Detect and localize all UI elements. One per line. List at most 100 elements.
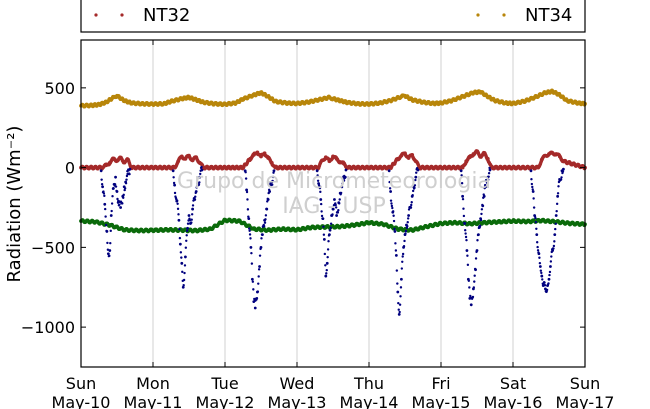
series-net — [99, 165, 565, 316]
series-dot — [400, 267, 404, 270]
series-dot — [104, 223, 108, 227]
series-dot — [185, 239, 188, 243]
data-point — [469, 303, 473, 307]
data-point — [397, 312, 401, 316]
series-dot — [271, 183, 274, 186]
series-dot — [464, 232, 467, 235]
legend-marker-nt32-b — [120, 13, 124, 17]
series-dot — [173, 191, 177, 195]
series-dot — [186, 222, 190, 225]
series-dot — [123, 188, 126, 192]
series-dot — [391, 210, 395, 213]
data-point — [184, 255, 187, 259]
data-point — [247, 217, 251, 221]
series-dot — [401, 252, 405, 256]
series-dot — [180, 256, 183, 259]
series-dot — [532, 197, 535, 200]
y-tick-label: 0 — [65, 159, 75, 178]
series-dot — [397, 301, 400, 305]
series-dot — [258, 254, 262, 257]
series-dot — [197, 183, 201, 186]
series-dot — [536, 245, 539, 249]
x-tick-label-date: May-12 — [196, 393, 255, 409]
series-dot — [541, 278, 544, 281]
series-dot — [178, 227, 181, 231]
series-dot — [325, 268, 328, 272]
series-dot — [251, 280, 255, 283]
series-dot — [257, 268, 261, 271]
data-point — [180, 261, 184, 265]
series-dot — [250, 262, 254, 265]
series-dot — [399, 295, 402, 298]
series-dot — [338, 202, 341, 205]
series-dot — [102, 190, 105, 193]
series-dot — [534, 220, 538, 224]
data-point — [265, 207, 269, 211]
series-dot — [464, 235, 468, 239]
data-point — [389, 190, 392, 193]
series-dot — [172, 181, 176, 185]
data-point — [465, 249, 469, 252]
series-dot — [271, 175, 275, 179]
data-point — [562, 167, 565, 171]
series-dot — [123, 187, 127, 190]
data-point — [474, 268, 477, 272]
series-dot — [190, 221, 193, 224]
series-dot — [198, 181, 201, 184]
series-dot — [324, 264, 327, 267]
series-dot — [397, 308, 400, 311]
axis-ticks: SunMay-10MonMay-11TueMay-12WedMay-13ThuM… — [21, 40, 614, 409]
data-point — [103, 202, 107, 206]
series-dot — [466, 263, 470, 267]
data-point — [481, 204, 485, 208]
data-point — [556, 194, 560, 198]
series-dot — [410, 201, 413, 204]
x-tick-label-day: Sun — [570, 374, 600, 393]
series-dot — [488, 166, 491, 170]
data-point — [315, 169, 319, 173]
series-dot — [316, 179, 320, 183]
data-point — [414, 175, 418, 179]
data-point — [119, 206, 122, 209]
series-dot — [100, 183, 104, 186]
data-point — [173, 183, 177, 187]
series-dot — [103, 194, 106, 198]
series-dot — [323, 252, 327, 256]
series-dot — [486, 181, 489, 185]
series-dot — [461, 197, 465, 201]
x-tick-label-date: May-15 — [412, 393, 471, 409]
series-dot — [122, 193, 125, 197]
legend-marker-nt34-b — [502, 13, 506, 17]
data-point — [344, 168, 348, 172]
series-dot — [479, 218, 483, 222]
series-nt32 — [79, 149, 587, 171]
data-point — [198, 175, 202, 179]
series-dot — [406, 224, 409, 228]
data-point — [409, 206, 413, 209]
series-dot — [108, 254, 111, 258]
data-point — [194, 190, 198, 193]
series-dot — [539, 269, 543, 272]
series-dot — [487, 172, 491, 175]
series-dot — [535, 227, 538, 231]
series-dot — [332, 208, 335, 211]
series-dot — [190, 218, 193, 221]
series-dot — [552, 244, 556, 248]
series-dot — [557, 185, 560, 188]
data-point — [551, 249, 554, 252]
series-dot — [468, 286, 471, 289]
data-point — [463, 222, 467, 225]
data-point — [253, 306, 257, 310]
series-dot — [414, 178, 417, 182]
series-baseline — [79, 217, 587, 234]
series-dot — [545, 288, 549, 292]
series-dot — [334, 203, 337, 207]
series-dot — [128, 172, 131, 176]
series-dot — [320, 214, 324, 218]
series-dot — [329, 226, 332, 229]
x-tick-label-day: Tue — [210, 374, 238, 393]
series-dot — [540, 271, 543, 275]
data-point — [325, 261, 329, 265]
series-dot — [390, 204, 394, 208]
series-dot — [543, 283, 547, 287]
